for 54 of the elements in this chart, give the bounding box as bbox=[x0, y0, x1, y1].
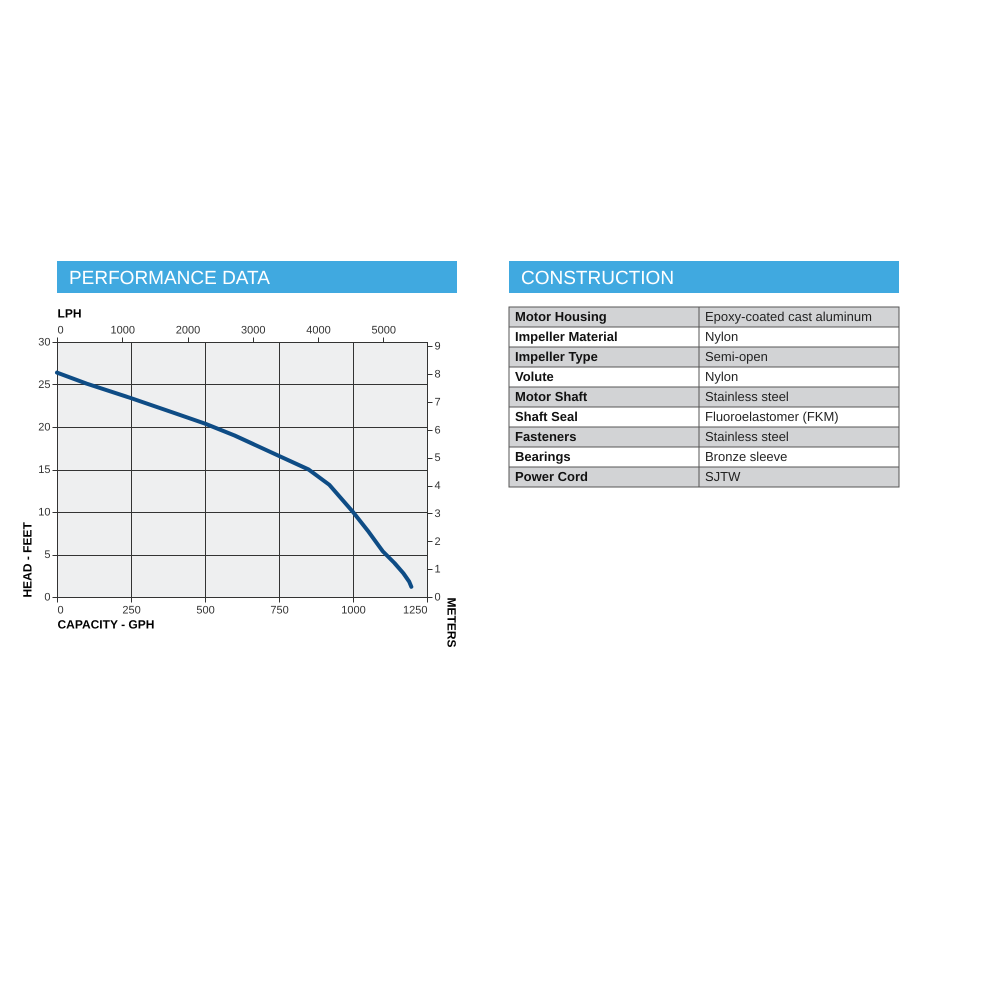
y2-tick-label: 9 bbox=[434, 340, 441, 353]
x2-axis-title: LPH bbox=[58, 306, 82, 320]
x2-tick-label: 1000 bbox=[110, 324, 135, 336]
text: Impeller Material bbox=[515, 329, 618, 344]
text: Shaft Seal bbox=[515, 409, 578, 424]
text: Nylon bbox=[705, 369, 738, 384]
y-tick-label: 30 bbox=[38, 336, 50, 348]
y-tick-label: 25 bbox=[38, 379, 50, 391]
x-tick-label: 1250 bbox=[403, 604, 428, 616]
text: Nylon bbox=[705, 329, 738, 344]
text: SJTW bbox=[705, 469, 742, 484]
x-tick-label: 250 bbox=[122, 604, 141, 616]
y2-tick-label: 3 bbox=[434, 508, 441, 520]
text: Semi-open bbox=[705, 349, 768, 364]
x-tick-label: 1000 bbox=[341, 604, 366, 616]
x2-tick-label: 2000 bbox=[176, 324, 200, 336]
y-tick-label: 0 bbox=[44, 592, 50, 604]
text: Bearings bbox=[515, 449, 571, 464]
y-tick-label: 15 bbox=[38, 464, 50, 476]
y-tick-label: 5 bbox=[44, 549, 50, 561]
y2-tick-label: 4 bbox=[434, 480, 441, 492]
y2-tick-label: 8 bbox=[434, 368, 441, 381]
x-tick-label: 500 bbox=[196, 604, 215, 616]
y2-tick-label: 7 bbox=[434, 396, 441, 408]
x-axis-title: CAPACITY - GPH bbox=[58, 618, 154, 632]
y2-tick-label: 6 bbox=[434, 424, 441, 436]
text: Bronze sleeve bbox=[705, 449, 788, 464]
x-tick-label: 0 bbox=[58, 604, 64, 616]
x2-tick-label: 3000 bbox=[241, 324, 266, 336]
y-tick-label: 10 bbox=[38, 506, 50, 518]
y-axis-title: HEAD - FEET bbox=[20, 521, 34, 598]
text: CONSTRUCTION bbox=[521, 268, 674, 289]
chart-title: PERFORMANCE DATA bbox=[69, 268, 270, 289]
text: Stainless steel bbox=[705, 429, 789, 444]
text: Epoxy-coated cast aluminum bbox=[705, 309, 872, 324]
y2-tick-label: 5 bbox=[434, 452, 441, 464]
text: Motor Shaft bbox=[515, 389, 588, 404]
text: Motor Housing bbox=[515, 309, 607, 324]
text: Fasteners bbox=[515, 429, 576, 444]
text: Power Cord bbox=[515, 469, 588, 484]
text: Stainless steel bbox=[705, 389, 789, 404]
y2-tick-label: 1 bbox=[434, 564, 441, 576]
y2-axis-title: METERS bbox=[444, 598, 459, 648]
x2-tick-label: 0 bbox=[58, 324, 64, 336]
y2-tick-label: 0 bbox=[434, 592, 441, 604]
x-tick-label: 750 bbox=[270, 604, 289, 616]
line-series bbox=[55, 370, 414, 589]
text: Volute bbox=[515, 369, 554, 384]
text: Fluoroelastomer (FKM) bbox=[705, 409, 839, 424]
x2-tick-label: 4000 bbox=[306, 324, 331, 336]
y-tick-label: 20 bbox=[38, 422, 50, 434]
x2-tick-label: 5000 bbox=[372, 324, 396, 336]
text: Impeller Type bbox=[515, 349, 598, 364]
y2-tick-label: 2 bbox=[434, 536, 441, 548]
